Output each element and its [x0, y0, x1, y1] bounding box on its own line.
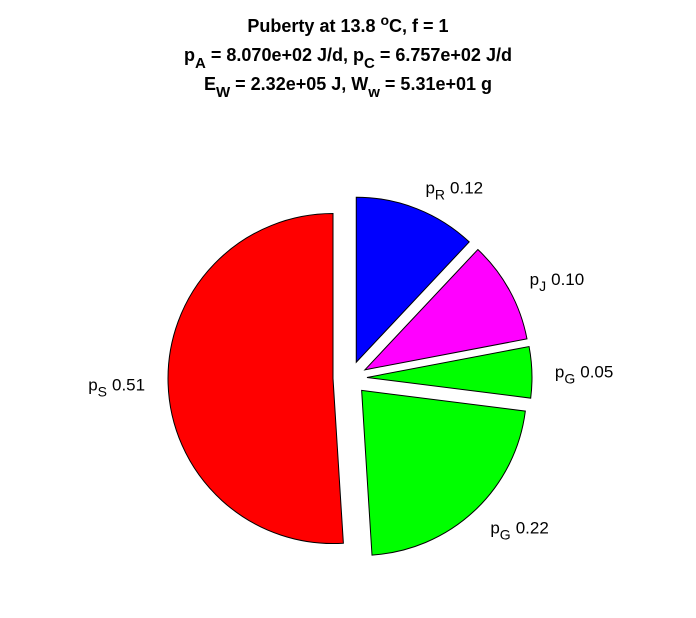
slice-label: pR 0.12	[425, 178, 483, 202]
pie-slice	[167, 213, 344, 545]
title-segment: w	[367, 84, 380, 101]
label-value: 0.51	[112, 375, 145, 394]
label-subscript: J	[539, 278, 546, 294]
title-segment: W	[216, 84, 231, 101]
chart-title: Puberty at 13.8 o​C, f = 1	[247, 12, 448, 36]
label-value: 0.05	[580, 363, 613, 382]
pie-slice	[366, 345, 533, 399]
title-segment: = 2.32e+05 J, W	[230, 74, 368, 94]
slice-label: pS 0.51	[88, 375, 145, 399]
chart-title: pA​ = 8.070e+02 J/d, pC​ = 6.757e+02 J/d	[184, 45, 512, 72]
label-value: 0.22	[516, 518, 549, 537]
label-subscript: R	[435, 186, 445, 202]
label-value: 0.10	[551, 270, 584, 289]
title-segment: p	[184, 45, 195, 65]
label-subscript: G	[564, 371, 575, 387]
slice-label: pJ 0.10	[530, 270, 585, 294]
title-segment: o	[380, 12, 389, 28]
pie-slice	[361, 389, 526, 556]
pie-slice	[363, 248, 528, 371]
label-symbol: p	[555, 363, 564, 382]
title-segment: = 8.070e+02 J/d, p	[206, 45, 364, 65]
label-symbol: p	[490, 518, 499, 537]
title-segment: C, f = 1	[389, 16, 449, 36]
label-symbol: p	[88, 375, 97, 394]
title-segment: E	[204, 74, 216, 94]
slice-label: pG 0.05	[555, 363, 613, 387]
chart-title: EW​ = 2.32e+05 J, Ww​ = 5.31e+01 g	[204, 74, 492, 101]
title-segment: = 6.757e+02 J/d	[375, 45, 512, 65]
title-segment: = 5.31e+01 g	[380, 74, 492, 94]
pie-slice	[355, 196, 470, 364]
label-subscript: S	[98, 383, 107, 399]
label-subscript: G	[500, 526, 511, 542]
label-symbol: p	[425, 178, 434, 197]
label-symbol: p	[530, 270, 539, 289]
slice-label: pG 0.22	[490, 518, 548, 542]
label-value: 0.12	[450, 178, 483, 197]
title-segment: Puberty at 13.8	[247, 16, 380, 36]
title-segment: C	[364, 55, 375, 72]
title-segment: A	[195, 55, 206, 72]
